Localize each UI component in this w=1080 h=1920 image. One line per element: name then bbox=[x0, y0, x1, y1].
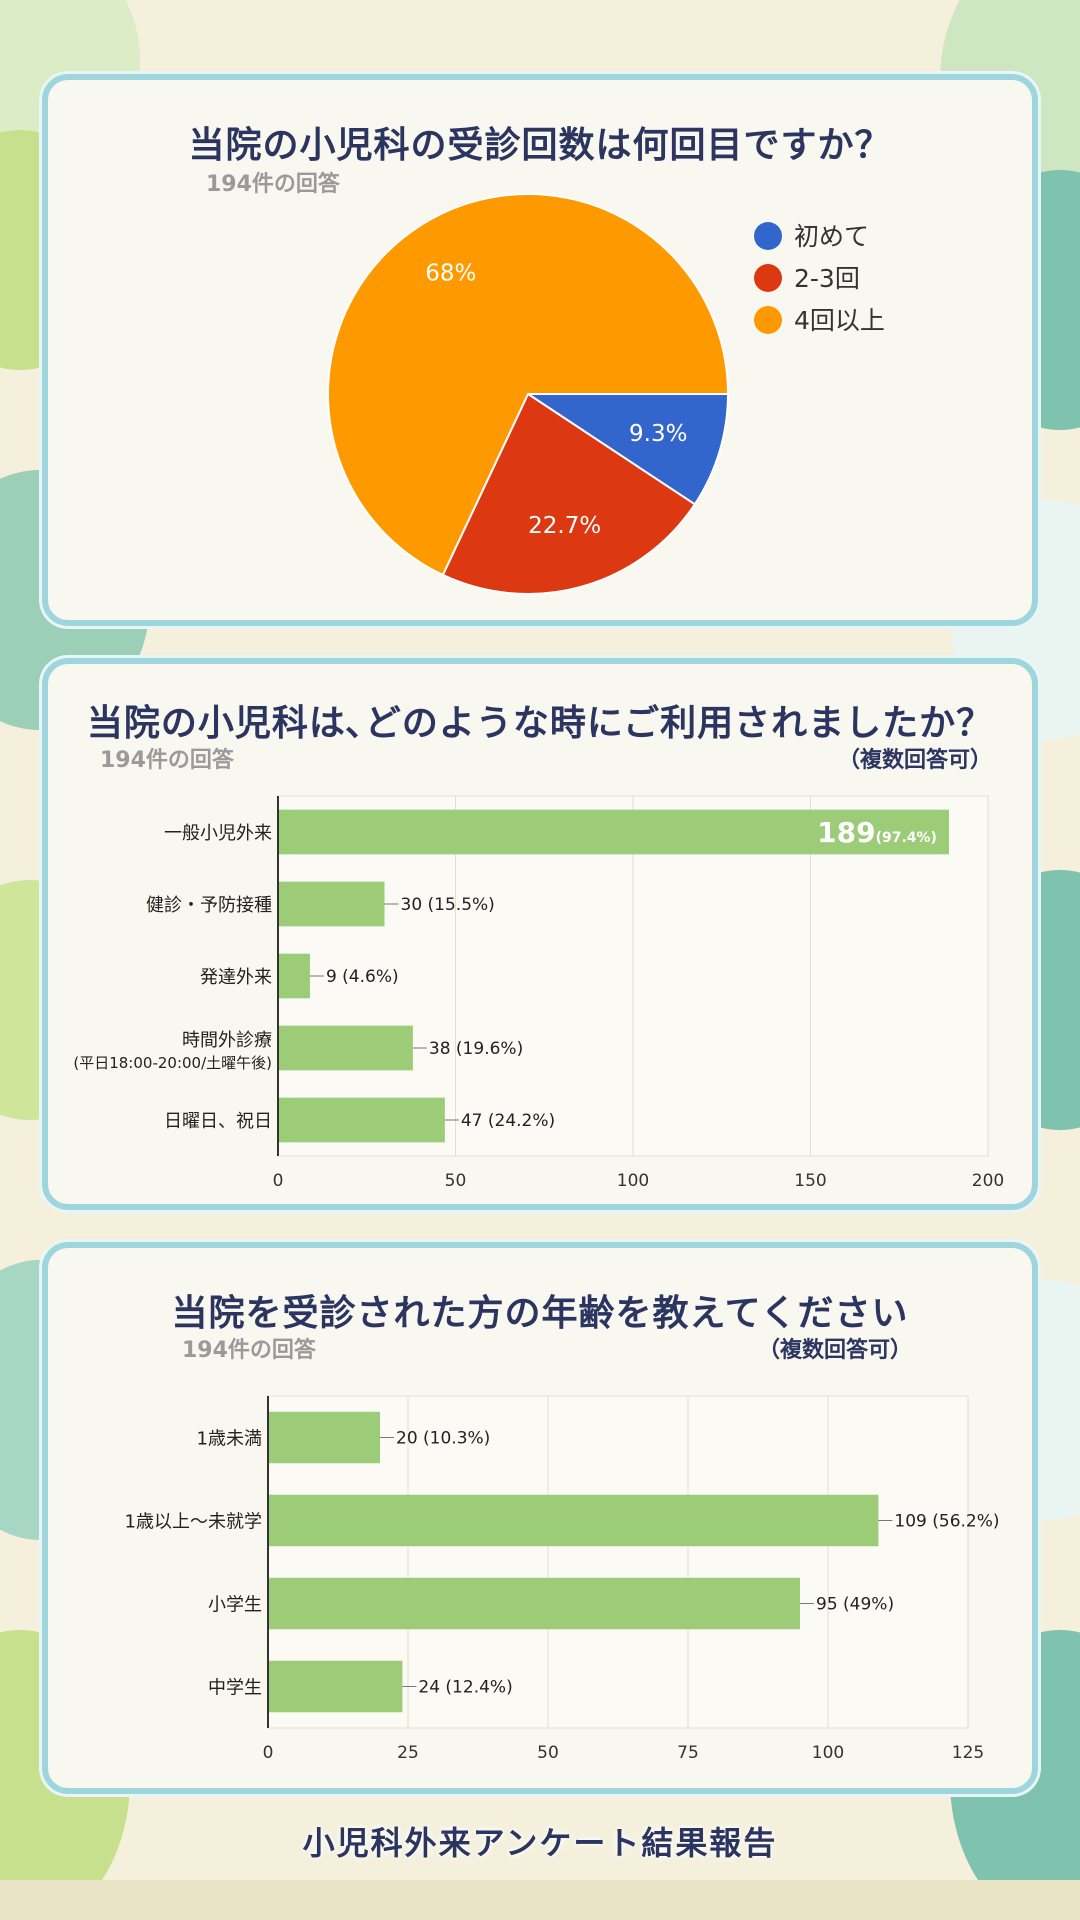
age-card: 当院を受診された方の年齢を教えてください 194件の回答 （複数回答可） 0 25… bbox=[42, 1242, 1038, 1794]
data-label: 47 (24.2%) bbox=[461, 1111, 555, 1131]
legend-marker bbox=[754, 264, 782, 292]
data-label: 30 (15.5%) bbox=[401, 895, 495, 915]
chart-title: 当院を受診された方の年齢を教えてください bbox=[171, 1293, 909, 1334]
category-label: 日曜日、祝日 bbox=[164, 1111, 272, 1132]
usage-bar-chart: 0 50 100 150 200 一般小児外来 189(97.4%) 健診・予防接種 30 (1… bbox=[73, 795, 1004, 1191]
bar bbox=[279, 1025, 413, 1071]
category-label: 中学生 bbox=[208, 1678, 262, 1699]
bar bbox=[279, 881, 385, 927]
x-tick-label: 200 bbox=[972, 1171, 1004, 1191]
data-label: 9 (4.6%) bbox=[326, 967, 399, 987]
data-label: 189(97.4%) bbox=[817, 816, 937, 849]
age-bar-chart: 0 25 50 75 100 125 1歳未満 20 (10.3%) 1歳以上～未就学 109 (… bbox=[125, 1395, 1000, 1763]
chart-title: 当院の小児科は､どのような時にご利用されましたか？ bbox=[86, 703, 994, 744]
x-tick-label: 100 bbox=[812, 1743, 844, 1763]
bar bbox=[279, 953, 310, 999]
pie-slice-label: 68% bbox=[425, 260, 476, 286]
data-label: 24 (12.4%) bbox=[418, 1678, 512, 1698]
x-tick-label: 50 bbox=[445, 1171, 467, 1191]
legend-label: 2-3回 bbox=[794, 264, 860, 293]
category-label: 1歳未満 bbox=[197, 1429, 262, 1450]
pie-chart: 9.3% 22.7% 68% 初めて 2-3回 4回以上 bbox=[327, 193, 885, 595]
pie-slice-1 bbox=[524, 393, 730, 506]
bar bbox=[269, 1411, 380, 1464]
bar bbox=[269, 1577, 800, 1630]
chart-title: 当院の小児科の受診回数は何回目ですか？ bbox=[188, 125, 892, 166]
response-count: 194件の回答 bbox=[206, 172, 340, 197]
bar bbox=[269, 1494, 879, 1547]
response-count: 194件の回答 bbox=[182, 1338, 316, 1363]
data-label: 95 (49%) bbox=[816, 1595, 894, 1615]
x-tick-label: 150 bbox=[794, 1171, 826, 1191]
usage-card: 当院の小児科は､どのような時にご利用されましたか？ 194件の回答 （複数回答可… bbox=[42, 658, 1038, 1210]
legend-marker bbox=[754, 222, 782, 250]
bar bbox=[269, 1660, 403, 1713]
multiple-answer-note: （複数回答可） bbox=[757, 1338, 912, 1363]
bar bbox=[279, 809, 949, 855]
data-label: 20 (10.3%) bbox=[396, 1429, 490, 1449]
legend-marker bbox=[754, 306, 782, 334]
multiple-answer-note: （複数回答可） bbox=[837, 748, 992, 773]
x-tick-label: 75 bbox=[677, 1743, 699, 1763]
x-tick-label: 125 bbox=[952, 1743, 984, 1763]
response-count: 194件の回答 bbox=[100, 748, 234, 773]
pie-slice-label: 9.3% bbox=[629, 421, 687, 447]
x-tick-label: 25 bbox=[397, 1743, 419, 1763]
category-label: 健診・予防接種 bbox=[146, 895, 272, 916]
category-label: 時間外診療 bbox=[182, 1030, 272, 1051]
category-label: 発達外来 bbox=[200, 967, 272, 988]
category-label: 小学生 bbox=[208, 1595, 262, 1616]
data-label: 109 (56.2%) bbox=[894, 1512, 999, 1532]
bar bbox=[279, 1097, 445, 1143]
legend-label: 初めて bbox=[794, 222, 869, 251]
category-label: 一般小児外来 bbox=[164, 823, 272, 844]
x-tick-label: 0 bbox=[273, 1171, 284, 1191]
x-tick-label: 100 bbox=[617, 1171, 649, 1191]
pie-slice-label: 22.7% bbox=[528, 513, 601, 539]
x-tick-label: 50 bbox=[537, 1743, 559, 1763]
legend-label: 4回以上 bbox=[794, 306, 885, 335]
category-label: 1歳以上～未就学 bbox=[125, 1512, 262, 1533]
pie-slice-2 bbox=[441, 392, 697, 595]
x-tick-label: 0 bbox=[263, 1743, 274, 1763]
visit-count-card: 当院の小児科の受診回数は何回目ですか？ 194件の回答 9.3% 22.7% 68%… bbox=[42, 74, 1038, 626]
footer-title: 小児科外来アンケート結果報告 bbox=[302, 1824, 778, 1862]
category-sublabel: (平日18:00-20:00/土曜午後) bbox=[73, 1054, 272, 1072]
pie-slice-3 bbox=[327, 193, 730, 577]
data-label: 38 (19.6%) bbox=[429, 1039, 523, 1059]
